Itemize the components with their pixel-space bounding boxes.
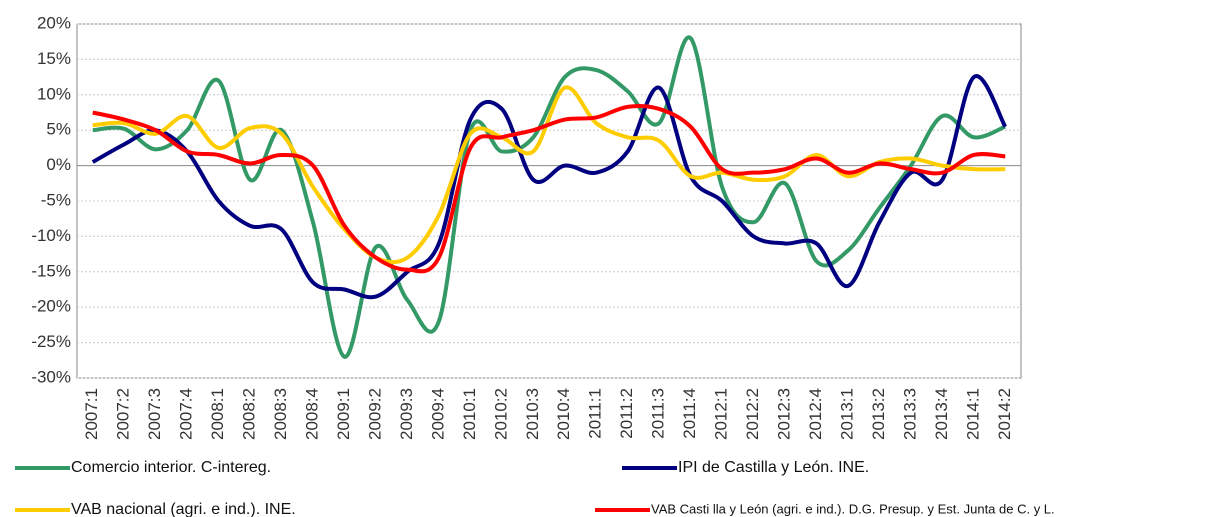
x-tick-label: 2008:3 <box>271 388 290 440</box>
x-tick-label: 2007:3 <box>145 388 164 440</box>
x-tick-label: 2009:4 <box>428 388 447 440</box>
y-tick-label: -25% <box>31 332 71 351</box>
y-tick-label: 20% <box>37 13 71 32</box>
x-tick-label: 2012:2 <box>743 388 762 440</box>
x-tick-label: 2007:4 <box>177 388 196 440</box>
x-tick-label: 2008:2 <box>240 388 259 440</box>
legend-label: Comercio interior. C-intereg. <box>71 459 271 476</box>
y-tick-label: -5% <box>41 190 71 209</box>
series-line <box>91 74 1008 300</box>
x-tick-label: 2013:1 <box>837 388 856 440</box>
x-tick-label: 2009:2 <box>365 388 384 440</box>
y-tick-label: -30% <box>31 367 71 386</box>
x-tick-label: 2014:2 <box>995 388 1014 440</box>
x-tick-label: 2012:4 <box>806 388 825 440</box>
x-tick-label: 2010:4 <box>554 388 573 440</box>
legend-label: IPI de Castilla y León. INE. <box>678 459 869 476</box>
x-tick-label: 2011:3 <box>649 388 668 439</box>
legend-label: VAB Casti lla y León (agri. e ind.). D.G… <box>651 501 1055 516</box>
y-tick-label: 10% <box>37 84 71 103</box>
legend-label: VAB nacional (agri. e ind.). INE. <box>71 501 296 517</box>
series-line <box>92 104 1006 274</box>
x-tick-label: 2009:3 <box>397 388 416 440</box>
x-tick-label: 2012:1 <box>712 388 731 440</box>
x-tick-label: 2013:3 <box>900 388 919 440</box>
x-tick-label: 2012:3 <box>774 388 793 440</box>
x-tick-label: 2007:1 <box>82 388 101 440</box>
x-tick-label: 2011:2 <box>617 388 636 439</box>
x-tick-label: 2010:2 <box>491 388 510 440</box>
x-tick-label: 2009:1 <box>334 388 353 440</box>
y-tick-label: 5% <box>46 120 71 139</box>
x-tick-label: 2010:1 <box>460 388 479 440</box>
x-tick-label: 2008:4 <box>302 388 321 440</box>
x-tick-label: 2011:4 <box>680 388 699 439</box>
x-tick-label: 2013:2 <box>869 388 888 440</box>
x-tick-label: 2011:1 <box>586 388 605 439</box>
y-tick-label: -10% <box>31 226 71 245</box>
y-tick-label: -15% <box>31 261 71 280</box>
y-tick-label: 0% <box>46 155 71 174</box>
x-tick-label: 2007:2 <box>114 388 133 440</box>
x-tick-label: 2010:3 <box>523 388 542 440</box>
y-tick-label: 15% <box>37 49 71 68</box>
x-tick-label: 2014:1 <box>963 388 982 440</box>
y-tick-label: -20% <box>31 297 71 316</box>
x-tick-label: 2008:1 <box>208 388 227 440</box>
x-tick-label: 2013:4 <box>932 388 951 440</box>
